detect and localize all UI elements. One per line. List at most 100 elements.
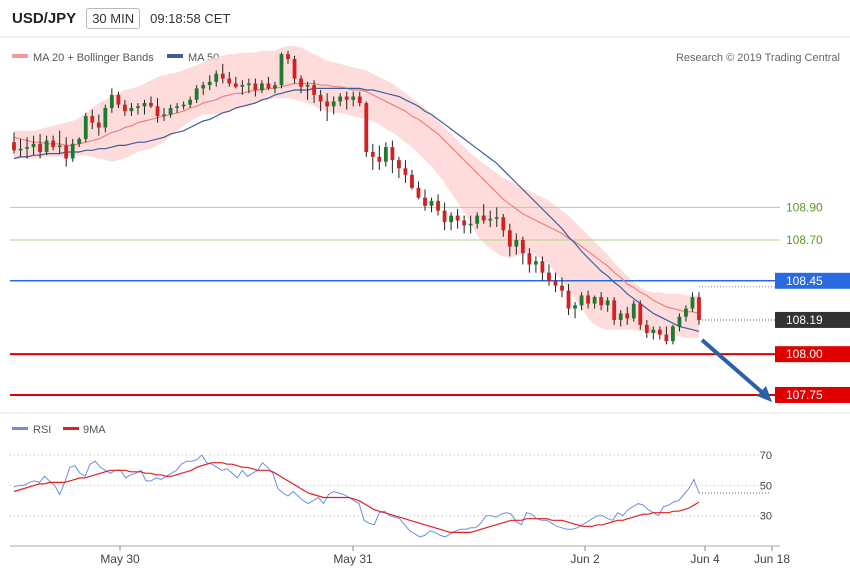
candle-body: [44, 140, 49, 152]
candle-body: [77, 138, 82, 144]
candle-body: [25, 147, 29, 149]
candle-down: [357, 91, 362, 107]
candle-body: [520, 240, 525, 254]
candle-body: [103, 107, 108, 128]
candle-body: [240, 85, 245, 87]
candle-body: [266, 83, 271, 89]
timeframe-button[interactable]: 30 MIN: [86, 7, 141, 29]
candle-up: [77, 137, 82, 148]
candle-down: [560, 277, 564, 298]
candle-body: [507, 230, 512, 247]
candle-body: [592, 297, 597, 304]
candle-up: [109, 88, 114, 113]
candle-up: [273, 81, 277, 94]
candle-body: [233, 83, 238, 87]
candle-up: [103, 104, 108, 133]
candle-up: [260, 80, 264, 94]
candle-down: [377, 145, 382, 170]
candle-body: [299, 78, 303, 87]
candle-body: [214, 73, 219, 82]
ma50-legend-swatch: [167, 54, 183, 58]
candle-down: [266, 76, 271, 90]
support-tag: [775, 346, 850, 363]
main-legend: MA 20 + Bollinger Bands MA 50 Research ©…: [12, 52, 840, 64]
candle-body: [357, 96, 362, 104]
candle-body: [547, 272, 551, 281]
candle-body: [260, 83, 264, 90]
candle-body: [31, 143, 36, 148]
candle-body: [553, 280, 558, 286]
candle-body: [462, 220, 467, 226]
candle-body: [599, 297, 604, 306]
candle-down: [436, 194, 440, 216]
candle-down: [507, 223, 512, 257]
candle-down: [455, 209, 460, 229]
candle-down: [220, 63, 225, 84]
candle-body: [514, 240, 519, 247]
candle-body: [442, 210, 447, 223]
candle-down: [149, 96, 153, 108]
candle-up: [429, 197, 434, 213]
candle-body: [83, 116, 88, 139]
candle-up: [579, 292, 584, 311]
candle-up: [534, 256, 538, 273]
current-price-tag: [775, 311, 850, 328]
candle-body: [70, 143, 75, 159]
support-tag-label: 107.75: [786, 388, 823, 402]
candle-body: [18, 148, 23, 151]
candle-up: [70, 138, 75, 162]
candle-up: [592, 295, 597, 309]
chart-header: USD/JPY 30 MIN 09:18:58 CET: [0, 0, 850, 36]
x-tick-label: Jun 4: [690, 552, 720, 566]
candle-body: [579, 295, 584, 306]
candle-body: [586, 295, 590, 304]
candle-body: [188, 99, 193, 105]
candle-body: [51, 140, 56, 148]
candle-up: [18, 138, 23, 157]
level-label: 108.90: [786, 200, 823, 214]
candle-body: [175, 106, 179, 108]
candle-body: [573, 305, 577, 309]
candle-body: [383, 147, 388, 162]
rsi-tick-label: 50: [760, 480, 772, 492]
current-price-label: 108.19: [786, 313, 823, 327]
candle-body: [90, 116, 95, 123]
candle-up: [201, 81, 206, 95]
candle-body: [123, 104, 127, 112]
rsi-tick-label: 70: [760, 450, 772, 462]
candle-down: [312, 80, 316, 104]
candle-body: [638, 303, 643, 325]
candle-down: [253, 78, 258, 97]
candle-up: [142, 99, 147, 115]
candle-body: [38, 143, 42, 152]
candle-body: [501, 217, 506, 231]
candle-body: [540, 261, 545, 273]
candle-body: [305, 85, 310, 87]
candle-body: [455, 215, 460, 221]
support-tag: [775, 386, 850, 403]
candle-down: [390, 140, 395, 174]
candle-down: [697, 292, 701, 325]
candle-body: [560, 285, 564, 291]
candle-down: [155, 98, 160, 123]
forecast-arrow: [700, 338, 766, 396]
ma50-line: [13, 87, 700, 332]
candle-body: [318, 94, 323, 102]
candle-up: [83, 112, 88, 143]
candle-down: [547, 264, 551, 286]
candle-body: [181, 104, 186, 107]
candle-down: [527, 248, 532, 273]
x-axis: May 30 May 31 Jun 2 Jun 4 Jun 18: [100, 546, 790, 566]
candle-body: [136, 106, 140, 108]
candle-body: [416, 187, 421, 198]
candle-body: [351, 96, 356, 100]
candle-up: [305, 81, 310, 100]
candle-down: [520, 236, 525, 265]
price-tags: 108.90 108.70 108.45 108.00 107.75 108.19: [775, 200, 850, 403]
candle-body: [12, 142, 16, 151]
bollinger-band-area: [14, 46, 699, 338]
rsi-legend-swatch: [12, 427, 28, 430]
candle-body: [566, 290, 571, 309]
candle-up: [25, 137, 29, 159]
